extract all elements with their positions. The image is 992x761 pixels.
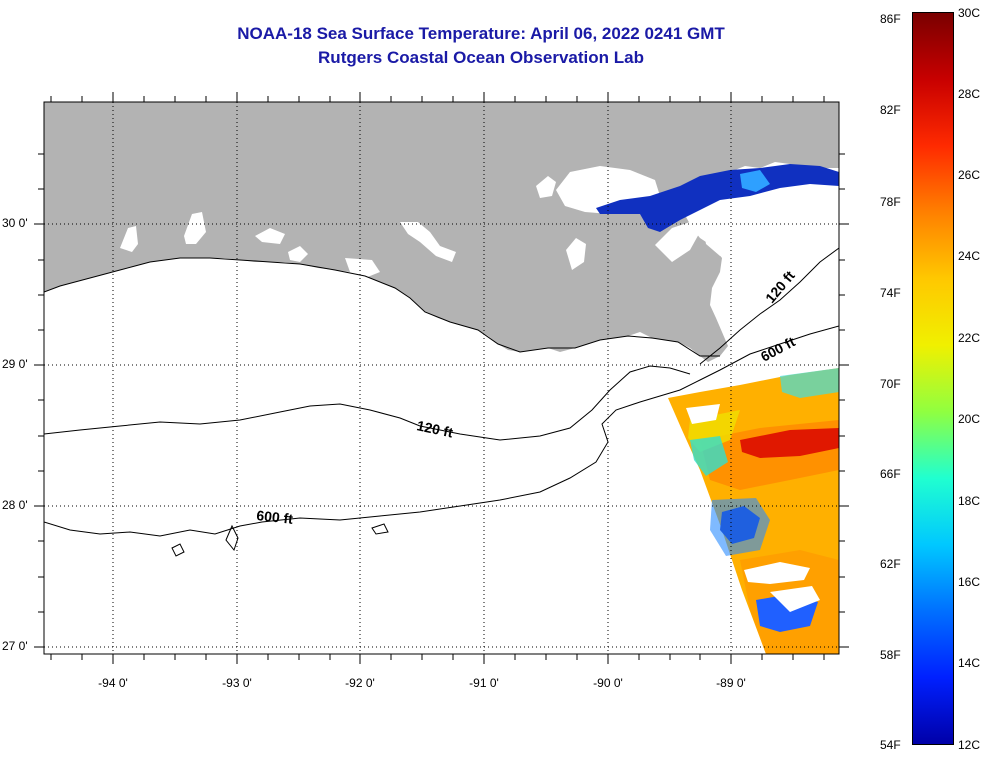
colorbar-c-label: 18C xyxy=(958,494,981,508)
lake xyxy=(345,258,380,278)
land-mass xyxy=(44,102,839,362)
island xyxy=(225,524,239,552)
lake xyxy=(655,222,700,262)
contour-600ft-west xyxy=(44,325,839,537)
tick-marks xyxy=(34,92,849,664)
lake xyxy=(400,222,456,262)
colorbar-f-label: 86F xyxy=(880,12,901,26)
sst-swath-cyan xyxy=(690,436,728,476)
lake xyxy=(566,238,586,270)
sst-coastal-cyan xyxy=(740,170,770,192)
colorbar-c-label: 24C xyxy=(958,249,981,263)
map-frame xyxy=(43,101,840,655)
latitude-label: 27 0' xyxy=(2,639,28,653)
island xyxy=(171,543,185,557)
colorbar-f-label: 66F xyxy=(880,467,901,481)
longitude-label: -92 0' xyxy=(345,676,375,690)
colorbar-f-label: 58F xyxy=(880,648,901,662)
latitude-label: 28 0' xyxy=(2,498,28,512)
colorbar-f-label: 74F xyxy=(880,286,901,300)
colorbar-f-label: 54F xyxy=(880,738,901,752)
sst-cloud-gap xyxy=(770,586,820,612)
lake xyxy=(255,228,285,244)
graticule xyxy=(44,102,839,654)
longitude-label: -90 0' xyxy=(593,676,623,690)
colorbar-f-label: 78F xyxy=(880,195,901,209)
longitude-label: -91 0' xyxy=(469,676,499,690)
map-title: NOAA-18 Sea Surface Temperature: April 0… xyxy=(237,24,725,43)
latitude-label: 29 0' xyxy=(2,357,28,371)
sst-cloud-gap xyxy=(686,404,720,424)
lake xyxy=(536,176,556,198)
coastline xyxy=(44,257,720,357)
sst-swath-red xyxy=(740,428,839,458)
colorbar-c-label: 16C xyxy=(958,575,981,589)
temperature-colorbar xyxy=(912,12,954,745)
contour-label: 600 ft xyxy=(256,507,294,527)
contour-120ft-west xyxy=(44,365,691,441)
colorbar-f-label: 62F xyxy=(880,557,901,571)
longitude-label: -89 0' xyxy=(716,676,746,690)
longitude-label: -93 0' xyxy=(222,676,252,690)
lake xyxy=(700,200,752,256)
colorbar-c-label: 12C xyxy=(958,738,981,752)
colorbar-c-label: 30C xyxy=(958,6,981,20)
map-subtitle: Rutgers Coastal Ocean Observation Lab xyxy=(318,48,644,67)
colorbar-f-label: 82F xyxy=(880,103,901,117)
colorbar-c-label: 22C xyxy=(958,331,981,345)
longitude-label: -94 0' xyxy=(98,676,128,690)
lake xyxy=(184,212,206,244)
colorbar-c-label: 14C xyxy=(958,656,981,670)
contour-label: 120 ft xyxy=(415,417,454,440)
colorbar-c-label: 20C xyxy=(958,412,981,426)
contour-120ft-east xyxy=(699,247,839,365)
sst-map: 120 ft 600 ft 120 ft 600 ft xyxy=(34,92,849,664)
lake xyxy=(288,246,308,262)
sst-coastal-cold xyxy=(596,164,839,232)
latitude-label: 30 0' xyxy=(2,216,28,230)
lake xyxy=(120,226,138,252)
sst-cyan-patch xyxy=(780,368,839,398)
sst-cold-eddy-rim xyxy=(710,498,770,556)
colorbar-c-label: 28C xyxy=(958,87,981,101)
sst-cloud-gap xyxy=(744,562,810,584)
colorbar-c-label: 26C xyxy=(958,168,981,182)
island xyxy=(371,523,389,535)
colorbar-f-label: 70F xyxy=(880,377,901,391)
